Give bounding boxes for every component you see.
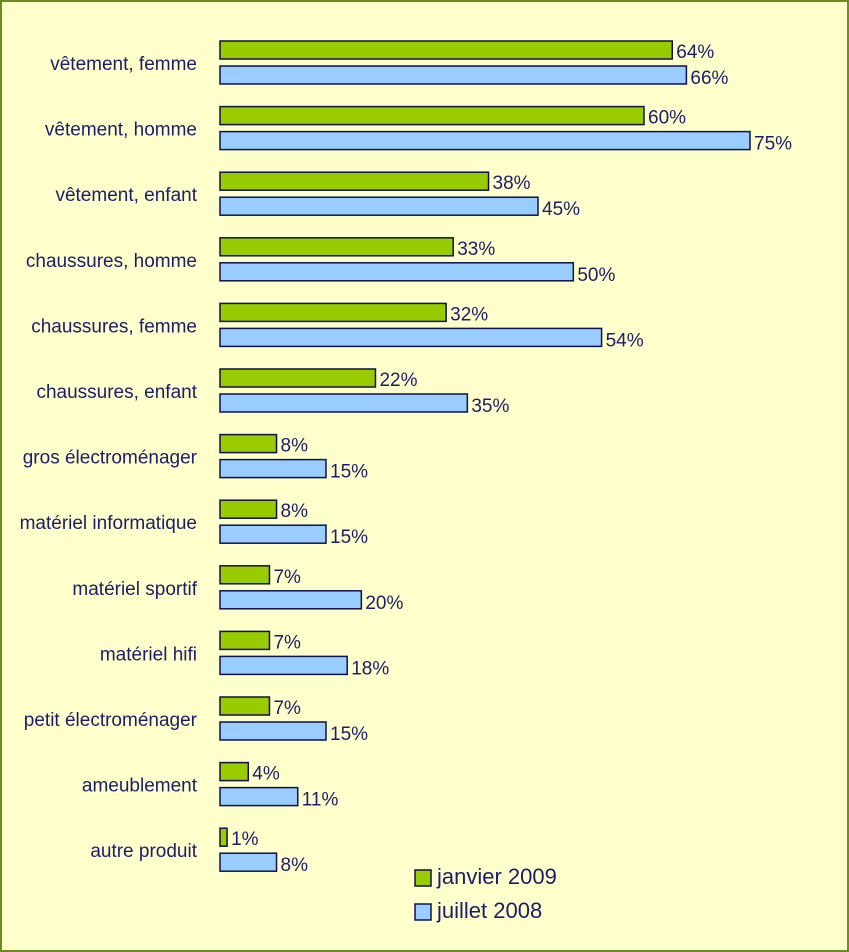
value-label: 15% <box>330 527 368 548</box>
bar <box>219 327 603 348</box>
bar <box>219 696 271 716</box>
value-label: 15% <box>330 462 368 483</box>
category-label: chaussures, enfant <box>36 382 197 403</box>
value-label: 54% <box>606 330 644 351</box>
bar <box>219 655 348 676</box>
value-label: 4% <box>252 764 280 785</box>
legend-swatch <box>414 903 432 921</box>
category-label: chaussures, homme <box>26 251 197 272</box>
bar <box>219 761 250 782</box>
value-label: 8% <box>281 501 309 522</box>
value-label: 7% <box>273 698 301 719</box>
value-label: 33% <box>457 239 495 260</box>
value-label: 11% <box>302 790 339 811</box>
bar <box>219 196 539 216</box>
bar <box>219 65 688 85</box>
bar <box>219 786 299 807</box>
category-label: petit électroménager <box>24 710 198 731</box>
bar <box>219 368 377 388</box>
value-label: 20% <box>365 593 403 614</box>
value-label: 75% <box>754 134 792 155</box>
value-label: 50% <box>577 265 615 286</box>
bar <box>219 524 327 544</box>
bar <box>219 262 575 282</box>
bar <box>219 433 278 454</box>
value-label: 7% <box>273 632 301 653</box>
bar <box>219 852 278 872</box>
bar <box>219 827 228 847</box>
bar <box>219 499 278 519</box>
value-label: 45% <box>542 199 580 220</box>
value-label: 22% <box>379 370 417 391</box>
legend-label: janvier 2009 <box>436 864 557 889</box>
value-label: 32% <box>450 304 488 325</box>
category-label: matériel informatique <box>20 513 197 534</box>
value-label: 8% <box>281 855 309 876</box>
category-label: matériel hifi <box>100 644 197 665</box>
bar <box>219 721 327 741</box>
category-label: gros électroménager <box>23 448 198 469</box>
bar <box>219 590 363 610</box>
bar <box>219 565 271 585</box>
legend-label: juillet 2008 <box>436 898 542 923</box>
value-label: 8% <box>281 436 309 457</box>
bar <box>219 302 447 323</box>
value-label: 15% <box>330 724 368 745</box>
bar <box>219 630 271 651</box>
value-label: 66% <box>690 68 728 89</box>
value-label: 38% <box>493 173 531 194</box>
value-label: 1% <box>231 829 259 850</box>
bar <box>219 105 645 126</box>
legend-swatch <box>414 869 432 887</box>
category-label: ameublement <box>82 776 198 797</box>
category-label: matériel sportif <box>72 579 197 600</box>
category-label: chaussures, femme <box>31 316 197 337</box>
bar <box>219 458 327 479</box>
value-label: 64% <box>676 42 714 63</box>
bar <box>219 237 454 257</box>
value-label: 60% <box>648 108 686 129</box>
category-label: autre produit <box>90 841 197 862</box>
category-label: vêtement, enfant <box>55 185 197 206</box>
bar <box>219 393 469 413</box>
category-label: vêtement, femme <box>50 54 197 75</box>
value-label: 35% <box>471 396 509 417</box>
value-label: 7% <box>273 567 301 588</box>
bar <box>219 171 490 191</box>
value-label: 18% <box>351 658 389 679</box>
category-label: vêtement, homme <box>45 120 197 141</box>
bar <box>219 130 751 151</box>
bar <box>219 40 674 60</box>
